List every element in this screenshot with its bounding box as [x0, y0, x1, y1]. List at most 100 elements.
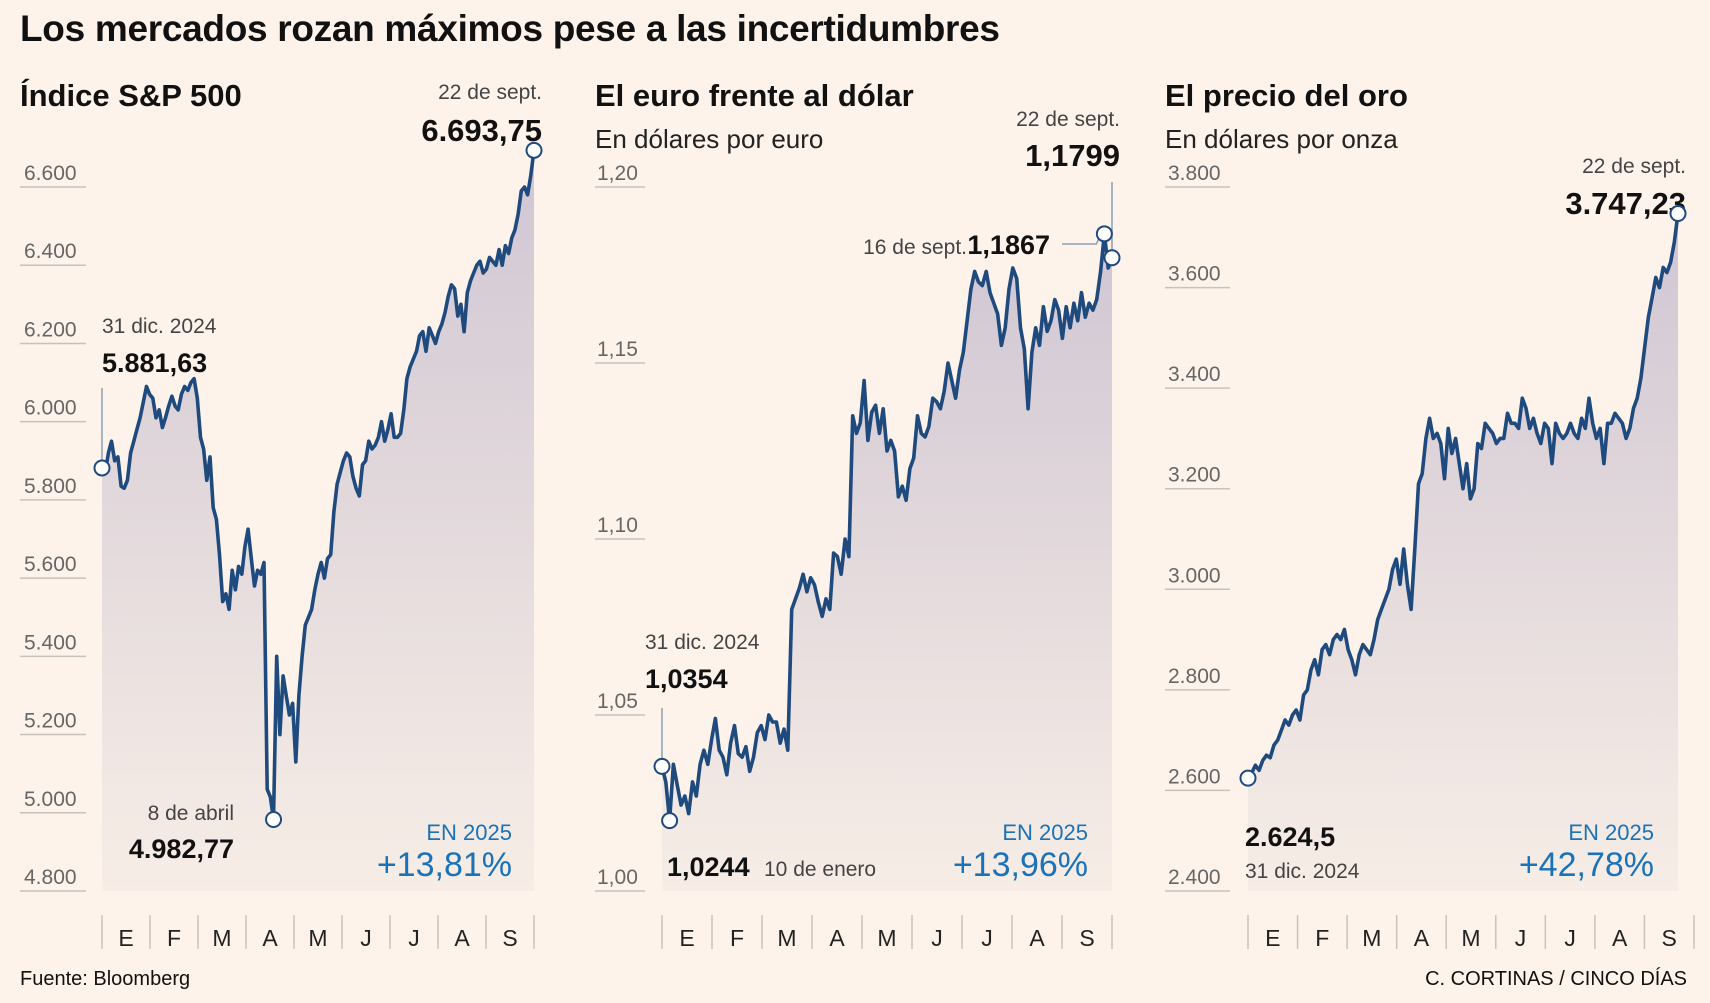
y-tick-label: 3.400 [1168, 363, 1221, 386]
chart-title: El precio del oro [1165, 78, 1408, 113]
x-month-label: F [1315, 925, 1329, 951]
x-month-label: M [877, 925, 896, 951]
x-month-label: A [262, 925, 278, 951]
x-month-label: M [1461, 925, 1480, 951]
area-fill [662, 233, 1112, 892]
x-month-label: S [1662, 925, 1677, 951]
y-tick-label: 3.200 [1168, 464, 1221, 487]
y-tick-label: 6.400 [24, 240, 77, 263]
y-tick-label: 5.800 [24, 475, 77, 498]
x-month-label: J [931, 925, 943, 951]
ytd-label: EN 2025 [1568, 820, 1654, 845]
x-month-label: F [167, 925, 181, 951]
peak-value-label: 1,1867 [967, 230, 1050, 260]
y-tick-label: 2.400 [1168, 866, 1221, 889]
source-note: Fuente: Bloomberg [20, 968, 191, 990]
x-month-label: J [360, 925, 372, 951]
y-tick-label: 2.600 [1168, 765, 1221, 788]
chart-subtitle: En dólares por euro [595, 124, 823, 154]
area-fill [102, 150, 534, 892]
x-month-label: A [1414, 925, 1430, 951]
min-value-label: 1,0244 [667, 852, 750, 882]
chart-panel-3: El precio del oro En dólares por onza 3.80… [1165, 78, 1695, 951]
start-value-label: 1,0354 [645, 664, 728, 694]
start-date-label: 31 dic. 2024 [645, 631, 760, 654]
x-month-label: E [1265, 925, 1280, 951]
end-date-label: 22 de sept. [1016, 108, 1120, 131]
min-marker [265, 811, 283, 829]
area-fill [1248, 213, 1678, 891]
y-tick-label: 3.600 [1168, 263, 1221, 286]
y-tick-label: 1,20 [597, 162, 638, 185]
x-month-label: E [118, 925, 133, 951]
x-month-label: M [777, 925, 796, 951]
main-title: Los mercados rozan máximos pese a las in… [20, 8, 1000, 49]
y-tick-label: 6.200 [24, 318, 77, 341]
end-value-label: 3.747,23 [1565, 186, 1686, 221]
x-month-label: E [679, 925, 694, 951]
ytd-value: +42,78% [1519, 846, 1654, 884]
y-tick-label: 1,05 [597, 690, 638, 713]
y-tick-label: 2.800 [1168, 665, 1221, 688]
start-marker [1239, 769, 1257, 787]
x-month-label: A [829, 925, 845, 951]
min-value-label: 4.982,77 [129, 834, 234, 864]
end-value-label: 6.693,75 [421, 113, 542, 148]
y-tick-label: 5.200 [24, 710, 77, 733]
y-tick-label: 1,15 [597, 338, 638, 361]
y-tick-label: 3.000 [1168, 564, 1221, 587]
end-date-label: 22 de sept. [438, 81, 542, 104]
chart-title: El euro frente al dólar [595, 78, 914, 113]
start-date-label: 31 dic. 2024 [1245, 860, 1360, 883]
end-marker [1103, 249, 1121, 267]
x-month-label: A [1029, 925, 1045, 951]
x-month-label: M [1362, 925, 1381, 951]
y-tick-label: 4.800 [24, 866, 77, 889]
x-month-label: J [1564, 925, 1576, 951]
series-line [100, 150, 536, 822]
y-tick-label: 5.600 [24, 553, 77, 576]
start-date-label: 31 dic. 2024 [102, 315, 217, 338]
min-date-label: 10 de enero [764, 858, 876, 881]
chart-panel-2: El euro frente al dólar En dólares por eu… [595, 78, 1121, 951]
end-marker [1669, 205, 1687, 223]
start-value-label: 5.881,63 [102, 348, 207, 378]
y-tick-label: 6.600 [24, 162, 77, 185]
x-month-label: M [308, 925, 327, 951]
credit-note: C. CORTINAS / CINCO DÍAS [1425, 968, 1687, 990]
x-month-label: F [730, 925, 744, 951]
ytd-value: +13,96% [953, 846, 1088, 884]
x-month-label: S [1079, 925, 1094, 951]
ytd-value: +13,81% [377, 846, 512, 884]
min-date-label: 8 de abril [148, 802, 234, 825]
x-month-label: A [1612, 925, 1628, 951]
start-value-label: 2.624,5 [1245, 822, 1335, 852]
chart-panel-1: Índice S&P 500 6.600 6.400 6.200 6.000 5.800 5… [20, 78, 543, 951]
x-month-label: S [502, 925, 517, 951]
peak-date-label: 16 de sept. [863, 236, 967, 259]
y-tick-label: 5.000 [24, 788, 77, 811]
y-tick-label: 6.000 [24, 397, 77, 420]
peak-marker [1095, 225, 1113, 243]
y-tick-label: 1,00 [597, 866, 638, 889]
end-value-label: 1,1799 [1025, 138, 1120, 173]
chart-title: Índice S&P 500 [20, 78, 242, 113]
x-month-label: M [212, 925, 231, 951]
chart-subtitle: En dólares por onza [1165, 124, 1398, 154]
ytd-label: EN 2025 [426, 820, 512, 845]
y-tick-label: 1,10 [597, 514, 638, 537]
series-line [1246, 213, 1680, 780]
x-month-label: A [454, 925, 470, 951]
x-month-label: J [1515, 925, 1527, 951]
y-tick-label: 5.400 [24, 631, 77, 654]
end-date-label: 22 de sept. [1582, 155, 1686, 178]
end-marker [525, 141, 543, 159]
x-month-label: J [981, 925, 993, 951]
y-tick-label: 3.800 [1168, 162, 1221, 185]
start-marker [653, 757, 671, 775]
min-marker [661, 812, 679, 830]
start-marker [93, 459, 111, 477]
x-month-label: J [408, 925, 420, 951]
